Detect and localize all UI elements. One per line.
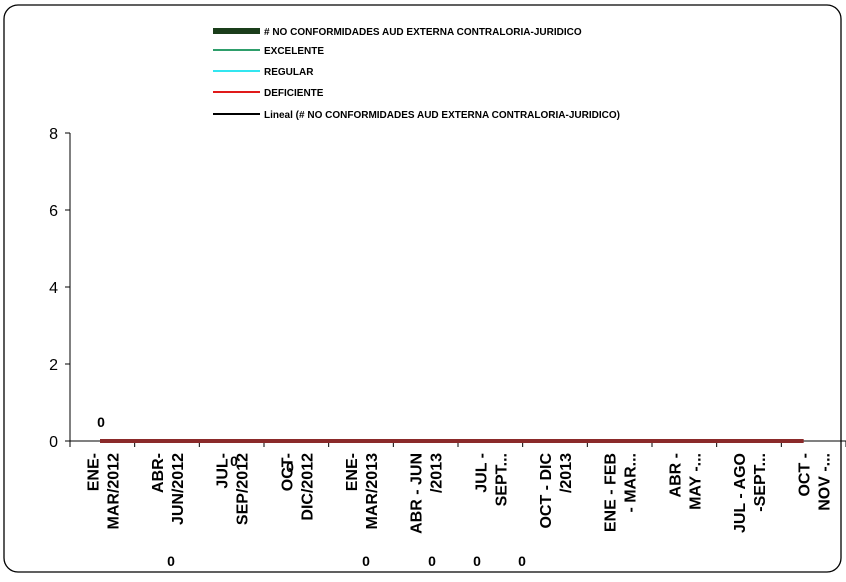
data-label: 0 <box>97 414 105 430</box>
x-tick-label-line: MAR/2012 <box>105 453 122 530</box>
x-tick-label-line: ENE- <box>344 453 361 491</box>
x-tick-label-line: DIC/2012 <box>299 453 316 521</box>
data-label: 0 <box>362 553 370 569</box>
x-tick-label: ABR- JUN/2012 <box>150 453 187 525</box>
data-label: 0 <box>167 553 175 569</box>
x-tick-label-line: MAR/2013 <box>364 453 381 530</box>
x-tick-label: JUL- SEP/2012 <box>215 453 252 525</box>
x-tick-label-line: - MAR... <box>623 453 640 513</box>
x-tick-label-line: ABR - <box>667 453 684 497</box>
y-tick-label: 0 <box>49 434 58 451</box>
x-tick-label-line: ABR- <box>150 453 167 493</box>
x-tick-label-line: -SEPT... <box>752 453 769 512</box>
x-tick-label-line: OCT - <box>797 453 814 497</box>
data-label: 0 <box>473 553 481 569</box>
x-tick-label: ENE - FEB - MAR... <box>603 453 640 532</box>
x-tick-label-line: NOV -... <box>817 453 834 511</box>
x-tick-label: ABR - MAY -... <box>667 453 704 510</box>
x-tick-label-line: JUL- <box>215 453 232 489</box>
y-tick-label: 8 <box>49 126 58 143</box>
x-tick-label: JUL - SEPT... <box>473 453 510 506</box>
x-tick-label-line: SEPT... <box>493 453 510 506</box>
data-label: 0 <box>428 553 436 569</box>
x-tick-label: ABR - JUN/2013 <box>409 453 446 534</box>
x-tick-label-line: MAY -... <box>687 453 704 510</box>
chart-border <box>3 4 842 573</box>
legend-swatch-series-0 <box>213 28 260 34</box>
x-tick-label-line: JUL - <box>473 453 490 493</box>
x-tick-label: OCT- DIC/2012 <box>279 453 316 521</box>
legend: # NO CONFORMIDADES AUD EXTERNA CONTRALOR… <box>213 27 620 121</box>
x-tick-label-line: JUN/2012 <box>170 453 187 525</box>
x-tick-label-line: OCT - DIC <box>538 453 555 529</box>
x-tick-label-line: ENE - FEB <box>603 453 620 532</box>
x-tick-label-line: JUL - AGO <box>732 453 749 533</box>
x-tick-label-line: /2013 <box>558 453 575 493</box>
x-tick-label: ENE- MAR/2012 <box>85 453 122 530</box>
legend-label-series-2: REGULAR <box>264 67 314 78</box>
y-axis: 0 2 4 6 8 <box>49 126 71 451</box>
x-tick-label: JUL - AGO -SEPT... <box>732 453 769 533</box>
y-tick-label: 6 <box>49 203 58 220</box>
x-tick-label-line: OCT- <box>279 453 296 491</box>
y-tick-label: 4 <box>49 280 58 297</box>
x-tick-label-line: /2013 <box>429 453 446 493</box>
x-tick-label-line: ABR - JUN <box>409 453 426 534</box>
plot-area: 0 0 0 0 0 0 0 0 <box>97 414 804 569</box>
data-label: 0 <box>230 453 238 469</box>
legend-label-series-1: EXCELENTE <box>264 46 324 57</box>
x-tick-label: ENE- MAR/2013 <box>344 453 381 530</box>
legend-label-series-0: # NO CONFORMIDADES AUD EXTERNA CONTRALOR… <box>264 27 582 38</box>
x-tick-label: OCT - NOV -... <box>797 453 834 511</box>
legend-label-series-3: DEFICIENTE <box>264 88 324 99</box>
x-tick-label-line: ENE- <box>85 453 102 491</box>
x-tick-label-line: SEP/2012 <box>235 453 252 525</box>
data-label: 0 <box>518 553 526 569</box>
data-label: 0 <box>286 459 294 475</box>
x-tick-label: OCT - DIC/2013 <box>538 453 575 529</box>
y-tick-label: 2 <box>49 357 58 374</box>
legend-label-series-4: Lineal (# NO CONFORMIDADES AUD EXTERNA C… <box>264 110 620 121</box>
